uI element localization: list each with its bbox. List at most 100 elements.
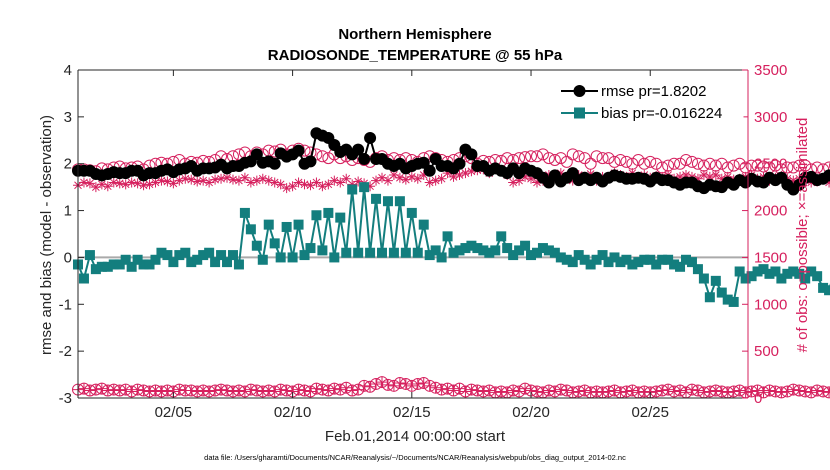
x-tick-label: 02/15: [393, 404, 431, 421]
obs-low-point: [322, 384, 335, 397]
obs-low-point: [823, 386, 830, 399]
obs-assimilated-point: [186, 174, 197, 185]
obs-assimilated-point: [198, 175, 209, 186]
obs-low-point: [376, 376, 389, 389]
bias-point: [800, 273, 811, 284]
bias-point: [78, 273, 89, 284]
obs-assimilated-point: [144, 179, 155, 190]
obs-assimilated-point: [311, 177, 322, 188]
rmse-point: [823, 169, 830, 182]
legend-rmse-label: rmse pr=1.8202: [601, 83, 706, 100]
obs-assimilated-point: [269, 177, 280, 188]
obs-possible-point: [316, 150, 329, 163]
obs-low-point: [334, 383, 347, 396]
obs-assimilated-point: [531, 177, 542, 188]
obs-low-point: [608, 384, 621, 397]
obs-possible-point: [781, 161, 794, 174]
y-tick-label: -2: [59, 343, 72, 360]
bias-point: [692, 264, 703, 275]
bias-point: [359, 182, 370, 193]
obs-assimilated-point: [251, 175, 262, 186]
obs-assimilated-point: [508, 177, 519, 188]
bias-point: [734, 266, 745, 277]
obs-possible-point: [751, 159, 764, 172]
obs-possible-point: [620, 155, 633, 168]
bias-point: [537, 243, 548, 254]
rmse-point: [364, 131, 377, 144]
bias-point: [96, 261, 107, 272]
obs-assimilated-point: [371, 175, 382, 186]
obs-assimilated-point: [365, 181, 376, 192]
y-axis-label: rmse and bias (model - observation): [38, 115, 55, 355]
obs-assimilated-point: [210, 174, 221, 185]
obs-assimilated-point: [347, 179, 358, 190]
bias-point: [436, 252, 447, 263]
bias-point: [263, 219, 274, 230]
obs-assimilated-point: [585, 169, 596, 180]
obs-assimilated-point: [454, 169, 465, 180]
y-tick-label: -3: [59, 390, 72, 407]
y2-tick-label: 3000: [754, 109, 787, 126]
obs-possible-point: [650, 157, 663, 170]
bias-point: [323, 207, 334, 218]
bias-point: [222, 257, 233, 268]
obs-assimilated-point: [96, 179, 107, 190]
bias-point: [597, 250, 608, 261]
bias-point: [496, 231, 507, 242]
obs-assimilated-point: [156, 175, 167, 186]
obs-assimilated-point: [168, 178, 179, 189]
axes: -3 -2 -1 0 1 2 3 4 0 500 1000 1500 2000 2500 3000 3500 0…: [59, 62, 788, 421]
y-tick-label: 4: [64, 62, 72, 79]
obs-assimilated-point: [430, 175, 441, 186]
obs-assimilated-point: [263, 175, 274, 186]
bias-point: [382, 196, 393, 207]
bias-point: [108, 259, 119, 270]
bias-point: [126, 261, 137, 272]
obs-low-point: [536, 386, 549, 399]
bias-point: [454, 245, 465, 256]
obs-low-point: [578, 384, 591, 397]
obs-assimilated-point: [436, 173, 447, 184]
obs-assimilated-point: [204, 177, 215, 188]
obs-assimilated-point: [418, 169, 429, 180]
bias-point: [645, 254, 656, 265]
obs-low-point: [483, 384, 496, 397]
legend-rmse-marker: [573, 85, 586, 97]
x-tick-label: 02/10: [274, 404, 312, 421]
obs-assimilated-point: [150, 177, 161, 188]
bias-point: [681, 254, 692, 265]
bias-point: [782, 268, 793, 279]
bias-point: [430, 245, 441, 256]
obs-low-point: [781, 385, 794, 398]
obs-low-point: [95, 382, 108, 395]
obs-assimilated-point: [555, 168, 566, 179]
bias-point: [788, 266, 799, 277]
bias-point: [245, 224, 256, 235]
obs-assimilated-point: [114, 178, 125, 189]
bias-point: [704, 292, 715, 303]
obs-possible-point: [513, 152, 526, 165]
obs-possible-point: [799, 159, 812, 172]
obs-possible-point: [310, 148, 323, 161]
bias-point: [567, 257, 578, 268]
obs-low-point: [77, 382, 90, 395]
obs-assimilated-point: [794, 173, 805, 184]
bias-point: [269, 238, 280, 249]
bias-point: [746, 271, 757, 282]
bias-point: [448, 247, 459, 258]
obs-assimilated-point: [84, 178, 95, 189]
bias-point: [740, 273, 751, 284]
y-tick-label: 3: [64, 109, 72, 126]
obs-assimilated-point: [138, 180, 149, 191]
bias-point: [818, 282, 829, 293]
obs-low-point: [513, 385, 526, 398]
bias-point: [615, 257, 626, 268]
legend-bias-label: bias pr=-0.016224: [601, 105, 722, 122]
rmse-point: [268, 157, 281, 170]
legend: rmse pr=1.8202 bias pr=-0.016224: [554, 77, 744, 127]
obs-possible-point: [322, 152, 335, 165]
obs-possible-point: [644, 155, 657, 168]
y-tick-label: -1: [59, 296, 72, 313]
bias-point: [573, 250, 584, 261]
bias-point: [180, 247, 191, 258]
